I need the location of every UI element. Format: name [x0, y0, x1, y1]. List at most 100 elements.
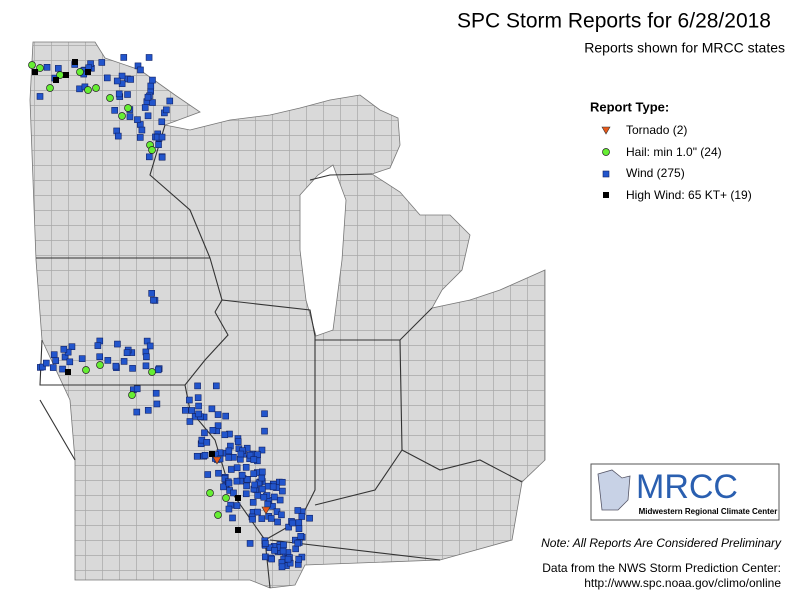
wind-report: [269, 483, 277, 491]
wind-report: [249, 515, 256, 523]
wind-report: [267, 515, 275, 522]
hail-report: [76, 68, 84, 76]
wind-report: [43, 64, 51, 71]
wind-report: [66, 358, 74, 366]
source-url: http://www.spc.noaa.gov/climo/online: [584, 576, 781, 590]
wind-report: [225, 447, 233, 455]
wind-report: [279, 487, 286, 495]
wind-report: [188, 407, 196, 414]
hail-report: [36, 64, 44, 72]
wind-report: [298, 513, 306, 520]
wind-report: [78, 355, 86, 362]
wind-report: [149, 76, 156, 84]
wind-report: [150, 296, 157, 304]
wind-report: [208, 405, 216, 413]
wind-report: [294, 539, 302, 547]
wind-report: [251, 481, 258, 489]
wind-report: [104, 357, 112, 364]
tornado-report: [261, 506, 271, 515]
wind-report: [214, 422, 222, 430]
high-wind-report: [235, 495, 241, 501]
wind-report: [243, 476, 251, 483]
wind-report: [237, 450, 245, 458]
hail-report: [84, 86, 92, 94]
wind-report: [112, 362, 120, 370]
wind-report: [136, 134, 144, 141]
wind-report: [246, 540, 254, 547]
wind-report: [103, 74, 111, 82]
legend-item: High Wind: 65 KT+ (19): [626, 188, 752, 202]
wind-report: [144, 93, 152, 101]
wind-symbol: [602, 170, 610, 178]
wind-report: [295, 525, 303, 532]
wind-report: [271, 493, 278, 501]
wind-report: [229, 514, 236, 522]
wind-report: [204, 471, 212, 478]
high-wind-report: [53, 77, 59, 83]
wind-report: [212, 382, 220, 390]
wind-report: [124, 91, 131, 98]
land: [29, 41, 546, 589]
wind-report: [234, 438, 242, 445]
wind-report: [268, 555, 275, 563]
wind-report: [250, 456, 258, 463]
wind-report: [123, 349, 131, 356]
wind-report: [306, 514, 313, 522]
legend-item: Wind (275): [626, 166, 685, 180]
wind-report: [154, 366, 162, 374]
wind-report: [148, 290, 156, 297]
wind-report: [249, 499, 257, 506]
hail-report: [124, 104, 132, 112]
wind-report: [158, 153, 166, 161]
logo-map: [597, 469, 631, 511]
wind-report: [111, 107, 118, 114]
wind-report: [193, 452, 201, 460]
wind-report: [133, 385, 141, 393]
wind-report: [259, 468, 266, 476]
wind-report: [163, 106, 170, 114]
wind-report: [182, 407, 189, 414]
wind-report: [292, 545, 299, 553]
wind-report: [278, 563, 286, 571]
wind-report: [215, 469, 222, 477]
wind-report: [120, 358, 128, 365]
wind-report: [68, 343, 76, 350]
wind-report: [254, 508, 261, 516]
wind-report: [254, 451, 261, 458]
wind-report: [134, 116, 141, 123]
wind-report: [59, 365, 66, 373]
wind-report: [227, 466, 235, 473]
hail-report: [82, 366, 90, 374]
wind-report: [222, 412, 229, 420]
wind-report: [115, 90, 123, 98]
wind-report: [141, 104, 149, 111]
wind-report: [129, 365, 136, 372]
hail-report: [96, 361, 104, 369]
storm-reports: [28, 54, 313, 571]
wind-report: [113, 77, 121, 85]
wind-report: [214, 411, 222, 418]
hail-report: [214, 511, 222, 519]
wind-report: [276, 496, 284, 504]
wind-report: [258, 446, 266, 454]
wind-report: [297, 533, 305, 540]
title: SPC Storm Reports for 6/28/2018: [457, 10, 771, 33]
wind-report: [143, 353, 150, 361]
wind-report: [144, 112, 152, 120]
hail-report: [118, 112, 126, 120]
wind-report: [127, 76, 134, 83]
wind-report: [238, 471, 246, 479]
hail-report: [148, 146, 156, 154]
legend: Report Type: Tornado (2) Hail: min 1.0" …: [590, 99, 752, 202]
wind-report: [225, 479, 233, 487]
wind-report: [278, 478, 286, 486]
wind-report: [294, 507, 302, 514]
wind-report: [233, 502, 241, 509]
wind-report: [262, 540, 269, 547]
wind-report: [145, 54, 153, 61]
wind-report: [194, 382, 201, 390]
wind-report: [152, 389, 160, 397]
wind-report: [120, 54, 128, 61]
wind-report: [295, 556, 303, 563]
